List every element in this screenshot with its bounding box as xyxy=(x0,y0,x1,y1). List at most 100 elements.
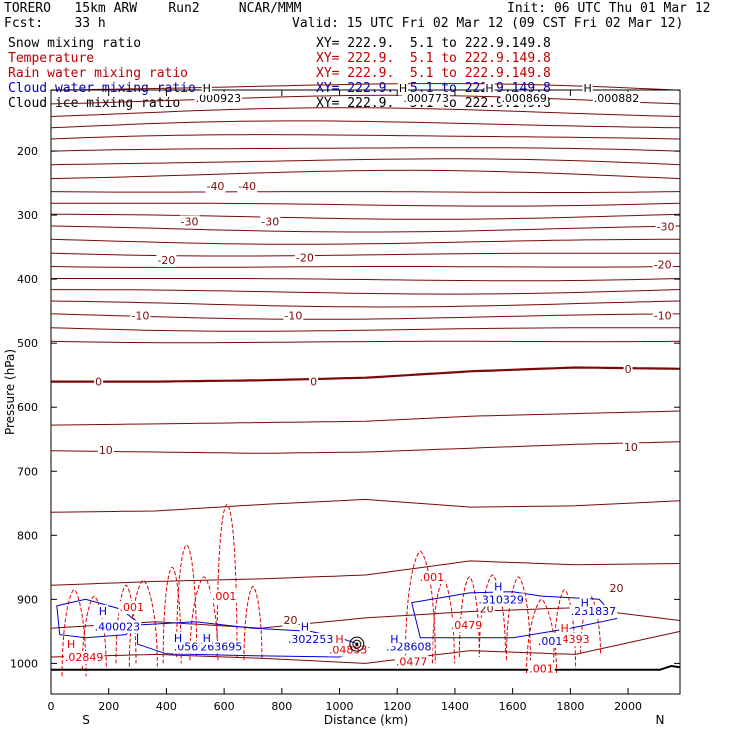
y-tick-label: 200 xyxy=(17,145,38,158)
maximum-marker-bg xyxy=(579,596,590,610)
axes: 0 200 400 600 800 1000 1200 1400 1600 1800 2000200… xyxy=(10,90,680,713)
cloud-label: .302253 xyxy=(288,633,334,646)
cloud-label-bg xyxy=(93,620,142,634)
temperature-contour xyxy=(50,266,681,268)
legend-temperature-name: Temperature xyxy=(8,51,95,66)
temperature-contour xyxy=(50,252,680,257)
snow-label-bg xyxy=(402,91,450,105)
rain-label-bg xyxy=(327,643,369,657)
y-tick-label: 600 xyxy=(17,401,38,414)
rain-contour xyxy=(243,586,263,661)
x-tick-label: 1600 xyxy=(499,700,527,713)
init-time: Init: 06 UTC Thu 01 Mar 12 xyxy=(507,1,711,16)
snow-label-bg xyxy=(592,91,641,105)
rain-contour xyxy=(189,576,219,661)
y-tick-label: 400 xyxy=(17,273,38,286)
maximum-marker: H xyxy=(203,82,211,95)
temperature-contour xyxy=(51,366,681,383)
maximum-marker-bg xyxy=(389,633,400,647)
temperature-contour xyxy=(50,560,681,586)
snow-label-bg xyxy=(500,91,548,105)
maximum-marker: H xyxy=(485,82,493,95)
temperature-contour xyxy=(51,289,681,295)
legend-rain-name: Rain water mixing ratio xyxy=(8,66,189,81)
temperature-contour xyxy=(50,191,681,193)
south-label: S xyxy=(82,713,90,727)
temperature-label-bg xyxy=(652,258,673,272)
temperature-label: 20 xyxy=(283,614,297,627)
maximum-marker-bg xyxy=(172,631,184,645)
temperature-label: -40 xyxy=(206,180,224,193)
y-tick-label: 300 xyxy=(17,209,38,222)
temperature-label: -10 xyxy=(131,310,149,323)
x-axis-title: Distance (km) xyxy=(324,713,408,727)
temperature-contour xyxy=(50,327,680,332)
temperature-contour xyxy=(50,340,681,344)
cloud-label-bg xyxy=(477,593,525,607)
temperature-label: -10 xyxy=(654,310,672,323)
temperature-contour xyxy=(50,313,680,320)
rain-label-bg xyxy=(528,662,555,676)
temperature-contour xyxy=(50,213,681,220)
temperature-contour xyxy=(50,410,681,426)
rain-label-bg xyxy=(210,590,238,604)
maximum-marker-bg xyxy=(334,633,345,647)
valid-time: Valid: 15 UTC Fri 02 Mar 12 (09 CST Fri … xyxy=(292,16,684,31)
temperature-label: -40 xyxy=(238,180,256,193)
maximum-marker-bg xyxy=(299,620,311,634)
rain-label: .001 xyxy=(120,601,145,614)
x-tick-label: 0 xyxy=(48,700,55,713)
maximum-marker-bg xyxy=(66,638,77,652)
legend-rain-xy: XY= 222.9. 5.1 to 222.9.149.8 xyxy=(316,66,551,81)
temperature-contour xyxy=(50,82,681,91)
bullseye-marker xyxy=(349,636,365,652)
terrain xyxy=(51,664,681,671)
maximum-marker-bg xyxy=(582,82,593,96)
maximum-marker: H xyxy=(67,638,75,651)
maximum-marker: H xyxy=(174,632,182,645)
snow-label: .000773 xyxy=(403,92,449,105)
temperature-label-bg xyxy=(205,180,226,194)
rain-label-bg xyxy=(449,618,484,632)
rain-contour xyxy=(580,595,602,654)
temperature-label-bg xyxy=(260,215,281,229)
rain-label: .001 xyxy=(212,590,237,603)
cloud-label: .310329 xyxy=(478,593,524,606)
temperature-label: 10 xyxy=(624,441,638,454)
cloud-label-bg xyxy=(536,634,564,648)
temperature-contour xyxy=(50,300,681,308)
bullseye-marker xyxy=(352,639,362,649)
terrain-line xyxy=(51,664,681,671)
x-tick-label: 1800 xyxy=(556,700,584,713)
maximum-marker-bg xyxy=(201,82,212,96)
snow-label: .000869 xyxy=(501,92,547,105)
rain-contour xyxy=(176,544,198,657)
temperature-contour xyxy=(50,169,681,180)
temperature-label-bg xyxy=(282,613,299,627)
rain-label: .0477 xyxy=(396,655,428,668)
temperature-label-bg xyxy=(94,375,104,389)
temperature-contour xyxy=(50,120,681,129)
model-title: TORERO 15km ARW Run2 NCAR/MMM xyxy=(4,1,302,16)
rain-contour xyxy=(505,576,531,661)
rain-contour xyxy=(61,589,87,677)
y-tick-label: 900 xyxy=(17,593,38,606)
rain-label-bg xyxy=(63,650,105,664)
maximum-marker-bg xyxy=(97,604,109,618)
temperature-contour xyxy=(50,147,681,152)
rain-label: .0479 xyxy=(451,619,483,632)
bullseye-marker xyxy=(355,642,359,646)
temperature-label: 0 xyxy=(95,376,102,389)
temperature-contour xyxy=(50,225,681,233)
rain-contour xyxy=(216,504,238,657)
temperature-label-bg xyxy=(309,375,319,389)
temperature-label-bg xyxy=(156,253,177,267)
cloud-label: .001 xyxy=(538,635,563,648)
temperature-contour xyxy=(50,94,681,105)
cloud-label: .400023 xyxy=(95,620,141,633)
temperature-label: -30 xyxy=(181,215,199,228)
plot-frame xyxy=(50,89,681,695)
legend-temperature-xy: XY= 222.9. 5.1 to 222.9.149.8 xyxy=(316,51,551,66)
rain-label: .04853 xyxy=(329,643,368,656)
x-tick-label: 1000 xyxy=(326,700,354,713)
